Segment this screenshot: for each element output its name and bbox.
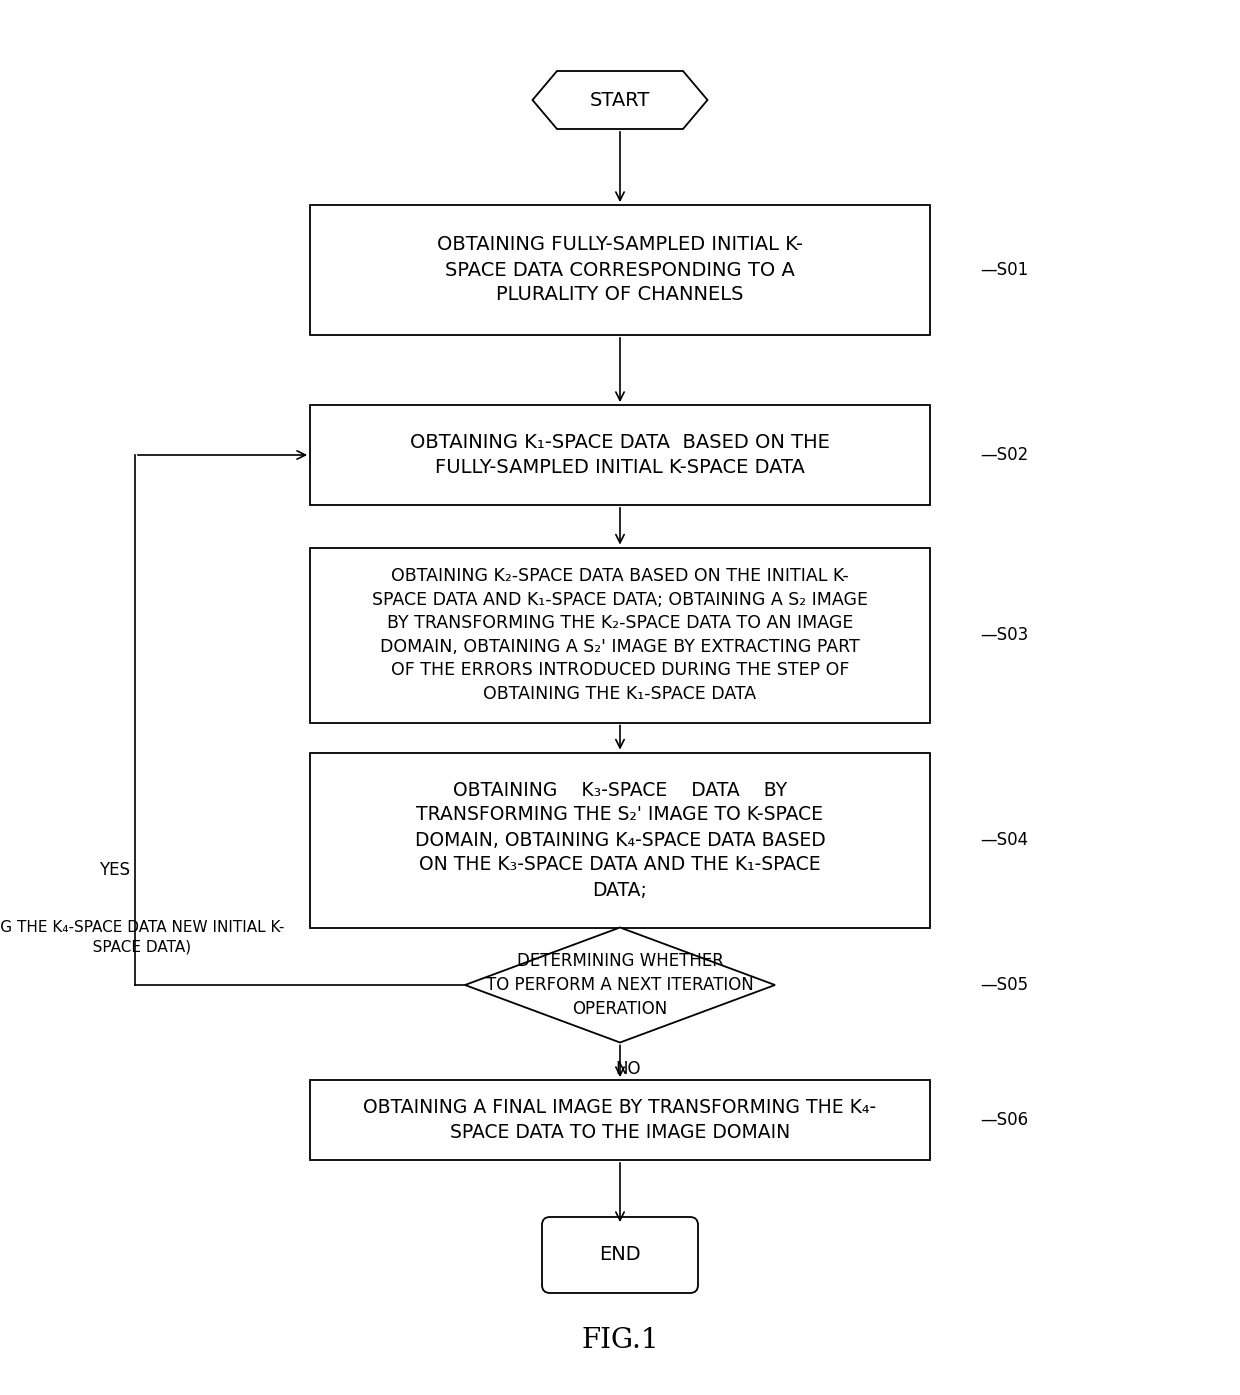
Text: END: END (599, 1246, 641, 1264)
FancyBboxPatch shape (310, 205, 930, 335)
Text: OBTAINING FULLY-SAMPLED INITIAL K-
SPACE DATA CORRESPONDING TO A
PLURALITY OF CH: OBTAINING FULLY-SAMPLED INITIAL K- SPACE… (436, 236, 804, 304)
FancyBboxPatch shape (542, 1216, 698, 1293)
FancyBboxPatch shape (310, 752, 930, 928)
Text: —S03: —S03 (980, 626, 1028, 644)
Text: FIG.1: FIG.1 (582, 1327, 658, 1353)
Text: —S01: —S01 (980, 261, 1028, 279)
Text: OBTAINING    K₃-SPACE    DATA    BY
TRANSFORMING THE S₂' IMAGE TO K-SPACE
DOMAIN: OBTAINING K₃-SPACE DATA BY TRANSFORMING … (414, 780, 826, 900)
Text: —S02: —S02 (980, 446, 1028, 465)
FancyBboxPatch shape (310, 1080, 930, 1161)
Text: YES: YES (99, 861, 130, 879)
Text: —S06: —S06 (980, 1110, 1028, 1129)
Polygon shape (532, 71, 708, 128)
Text: OBTAINING K₂-SPACE DATA BASED ON THE INITIAL K-
SPACE DATA AND K₁-SPACE DATA; OB: OBTAINING K₂-SPACE DATA BASED ON THE INI… (372, 566, 868, 703)
Text: START: START (590, 91, 650, 109)
Text: DETERMINING WHETHER
TO PERFORM A NEXT ITERATION
OPERATION: DETERMINING WHETHER TO PERFORM A NEXT IT… (486, 953, 754, 1017)
Text: OBTAINING A FINAL IMAGE BY TRANSFORMING THE K₄-
SPACE DATA TO THE IMAGE DOMAIN: OBTAINING A FINAL IMAGE BY TRANSFORMING … (363, 1098, 877, 1143)
FancyBboxPatch shape (310, 405, 930, 505)
Text: NO: NO (615, 1060, 641, 1078)
Text: (MAKING THE K₄-SPACE DATA NEW INITIAL K-
           SPACE DATA): (MAKING THE K₄-SPACE DATA NEW INITIAL K-… (0, 919, 285, 954)
Polygon shape (465, 928, 775, 1042)
FancyBboxPatch shape (310, 547, 930, 723)
Text: —S05: —S05 (980, 976, 1028, 995)
Text: OBTAINING K₁-SPACE DATA  BASED ON THE
FULLY-SAMPLED INITIAL K-SPACE DATA: OBTAINING K₁-SPACE DATA BASED ON THE FUL… (410, 432, 830, 477)
Text: —S04: —S04 (980, 831, 1028, 850)
